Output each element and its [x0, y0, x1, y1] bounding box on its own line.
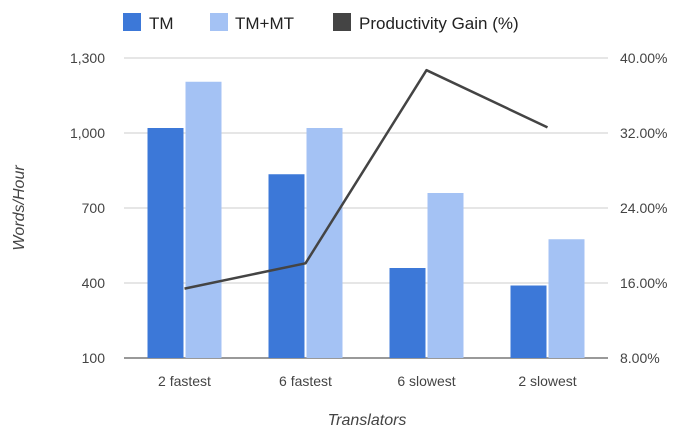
- bar-tm-mt-4: [548, 239, 585, 358]
- productivity-gain-line-layer: [184, 68, 549, 290]
- productivity-gain-line: [184, 68, 549, 290]
- legend-label-tm-mt: TM+MT: [235, 14, 294, 33]
- left-axis-tick-label: 100: [82, 350, 106, 366]
- bar-tm-mt-1: [185, 81, 222, 358]
- legend: TM TM+MT Productivity Gain (%): [123, 13, 519, 33]
- left-axis-tick-label: 1,300: [70, 50, 105, 66]
- right-axis-ticks: 8.00% 16.00% 24.00% 32.00% 40.00%: [620, 50, 667, 366]
- right-axis-tick-label: 24.00%: [620, 200, 667, 216]
- bar-tm-mt-2: [306, 128, 343, 358]
- right-axis-tick-label: 32.00%: [620, 125, 667, 141]
- left-axis-tick-label: 1,000: [70, 125, 105, 141]
- right-axis-tick-label: 16.00%: [620, 275, 667, 291]
- legend-label-productivity-gain: Productivity Gain (%): [359, 14, 519, 33]
- x-axis-tick-label: 6 fastest: [279, 373, 332, 389]
- x-axis-ticks: 2 fastest 6 fastest 6 slowest 2 slowest: [158, 373, 577, 389]
- legend-label-tm: TM: [149, 14, 174, 33]
- y-axis-title: Words/Hour: [11, 165, 28, 251]
- x-axis-tick-label: 2 fastest: [158, 373, 211, 389]
- x-axis-tick-label: 2 slowest: [518, 373, 576, 389]
- legend-swatch-productivity-gain: [333, 13, 351, 31]
- legend-swatch-tm-mt: [210, 13, 228, 31]
- left-axis-tick-label: 400: [82, 275, 106, 291]
- bar-tm-4: [510, 285, 547, 358]
- right-axis-tick-label: 40.00%: [620, 50, 667, 66]
- legend-swatch-tm: [123, 13, 141, 31]
- x-axis-tick-label: 6 slowest: [397, 373, 455, 389]
- bar-tm-3: [389, 268, 426, 358]
- right-axis-tick-label: 8.00%: [620, 350, 660, 366]
- bars: [147, 81, 585, 358]
- bar-tm-1: [147, 128, 184, 358]
- left-axis-tick-label: 700: [82, 200, 106, 216]
- left-axis-ticks: 100 400 700 1,000 1,300: [70, 50, 105, 366]
- x-axis-title: Translators: [328, 412, 407, 428]
- bar-tm-mt-3: [427, 193, 464, 358]
